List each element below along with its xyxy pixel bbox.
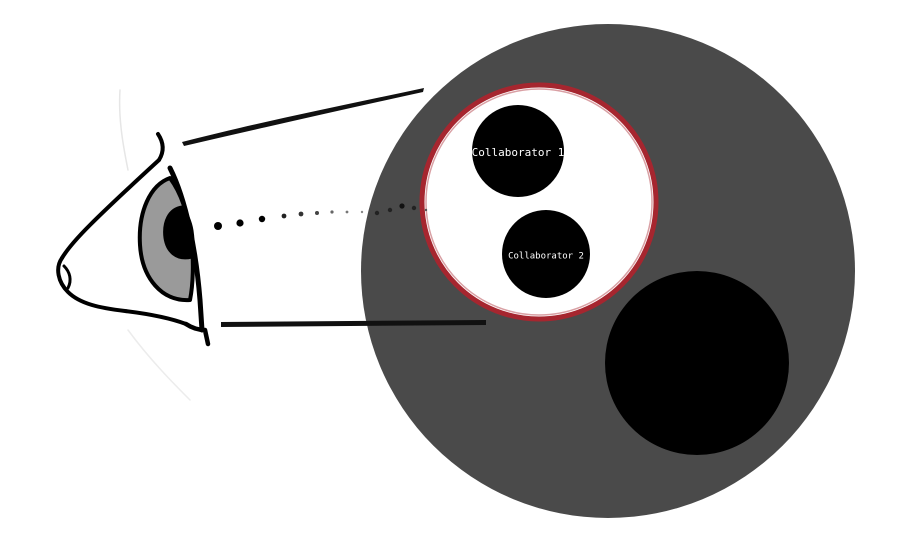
sketch-mark <box>118 89 129 171</box>
sight-dot <box>236 219 244 227</box>
nose-fold <box>62 264 72 290</box>
hidden-dark-disc <box>605 271 789 455</box>
sight-dot <box>298 211 304 217</box>
sight-dot <box>214 222 222 230</box>
sight-dot <box>330 210 334 214</box>
eye-icon <box>56 89 211 401</box>
collaborator-2-disc <box>502 210 590 298</box>
sight-dot <box>360 210 364 214</box>
lens-inner-ring <box>425 88 653 316</box>
sight-line <box>214 203 428 230</box>
lower-lid <box>183 321 211 347</box>
sight-dot <box>411 205 417 211</box>
sight-dot <box>424 208 428 212</box>
lower-contour <box>56 256 188 326</box>
sight-dot <box>345 210 349 214</box>
sketch-mark <box>127 329 191 401</box>
collaborator-2-label: Collaborator 2 <box>508 252 584 262</box>
collaborator-1-disc <box>472 105 564 197</box>
sight-dot <box>258 215 266 223</box>
sight-dot <box>315 211 319 215</box>
sight-dot <box>387 207 393 213</box>
view-cone-bottom-line <box>221 320 486 327</box>
upper-contour <box>60 158 161 260</box>
eyelid-top-tick <box>156 132 165 162</box>
sight-dot <box>281 213 287 219</box>
pupil <box>163 205 195 260</box>
sight-dot <box>399 203 405 209</box>
sight-dot <box>374 210 380 216</box>
view-cone-top-line <box>182 88 424 146</box>
collaborator-1-label: Collaborator 1 <box>472 146 565 159</box>
